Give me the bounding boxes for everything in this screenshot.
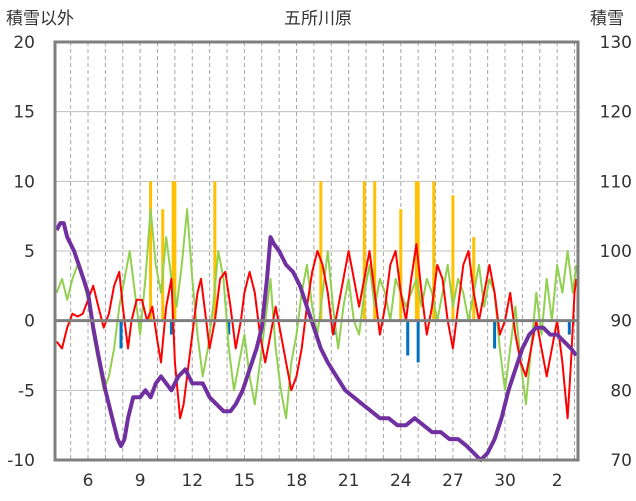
x-tick-label: 15: [234, 471, 256, 491]
series-wind: [55, 208, 578, 420]
left-tick-label: 20: [13, 33, 35, 53]
bar-precipitation: [173, 181, 177, 321]
bar-precipitation: [432, 181, 436, 321]
bar-precipitation: [171, 181, 175, 321]
series-snow-depth: [54, 221, 578, 462]
right-tick-label: 80: [610, 381, 632, 401]
bar-negative_bars: [567, 320, 571, 335]
left-tick-label: 0: [24, 312, 35, 332]
bar-precipitation: [451, 195, 455, 321]
bar-precipitation: [362, 181, 366, 321]
bar-negative_bars: [169, 320, 173, 335]
bar-precipitation: [149, 181, 153, 321]
chart-title: 五所川原: [284, 9, 352, 29]
x-tick-label: 6: [83, 471, 94, 491]
bar-negative_bars: [227, 320, 231, 335]
right-axis-label: 積雪: [590, 9, 624, 29]
x-tick-label: 9: [135, 471, 146, 491]
bar-precipitation: [472, 237, 476, 321]
series-lines: [54, 208, 578, 462]
x-tick-label: 27: [442, 471, 464, 491]
bar-negative_bars: [406, 320, 410, 356]
bar-precipitation: [373, 181, 377, 321]
left-axis-ticks: 20 15 10 5 0 -5 -10: [7, 33, 35, 471]
right-tick-label: 70: [610, 451, 632, 471]
plot-frame: [53, 40, 580, 462]
x-tick-label: 18: [286, 471, 308, 491]
right-tick-label: 130: [600, 33, 632, 53]
x-tick-label: 2: [552, 471, 563, 491]
series-temperature: [55, 243, 578, 420]
bar-negative_bars: [119, 320, 123, 349]
left-tick-label: 10: [13, 172, 35, 192]
left-tick-label: 15: [13, 103, 35, 123]
bar-negative_bars: [493, 320, 497, 349]
left-axis-label: 積雪以外: [6, 9, 74, 29]
right-tick-label: 110: [600, 172, 632, 192]
bar-negative_bars: [416, 320, 420, 363]
x-tick-label: 12: [181, 471, 203, 491]
right-axis-ticks: 130 120 110 100 90 80 70: [600, 33, 632, 471]
right-tick-label: 120: [600, 103, 632, 123]
right-tick-label: 90: [610, 312, 632, 332]
bar-precipitation: [399, 209, 403, 321]
bar-precipitation: [319, 181, 323, 321]
left-tick-label: -10: [7, 451, 35, 471]
left-tick-label: 5: [24, 242, 35, 262]
x-tick-label: 30: [494, 471, 516, 491]
x-tick-label: 24: [390, 471, 412, 491]
left-tick-label: -5: [18, 381, 35, 401]
right-tick-label: 100: [600, 242, 632, 262]
x-tick-label: 21: [338, 471, 360, 491]
x-axis-ticks: 6 9 12 15 18 21 24 27 30 2: [83, 471, 563, 491]
bar-precipitation: [213, 181, 217, 321]
